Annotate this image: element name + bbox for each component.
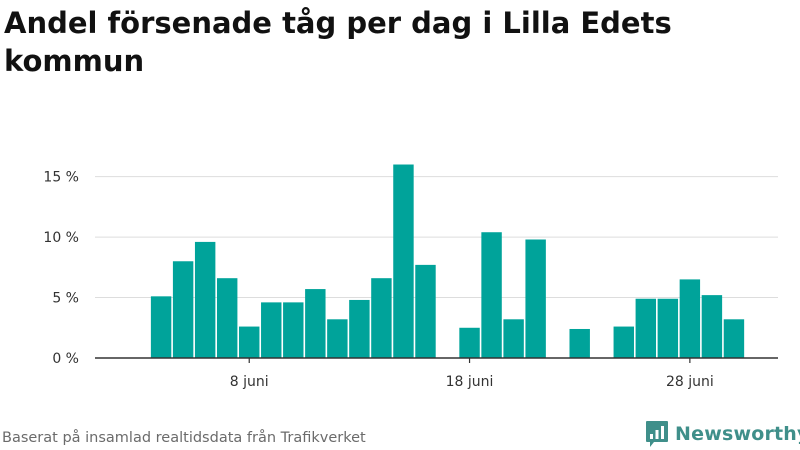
bar [150,296,172,358]
bar [415,264,436,358]
bar [459,327,480,358]
bar [657,298,679,358]
source-note: Baserat på insamlad realtidsdata från Tr… [2,430,366,446]
bar [679,279,701,358]
bar [239,326,260,358]
bar [503,319,524,358]
bar [194,241,216,358]
x-tick-labels: 8 juni 18 juni 28 juni [230,358,714,390]
bars [150,164,745,358]
x-tick-label: 8 juni [230,374,269,390]
bar [349,299,370,358]
bar [371,278,392,358]
y-tick-labels: 0 % 5 % 10 % 15 % [43,170,79,367]
bar [481,232,502,358]
bar [635,298,657,358]
bar [327,319,348,358]
y-tick-label: 0 % [52,351,79,367]
y-tick-label: 15 % [43,170,79,186]
bar [393,164,414,358]
chart-title: Andel försenade tåg per dag i Lilla Edet… [4,6,672,78]
brand-name: Newsworthy [675,423,800,445]
bar [613,326,634,358]
bar [723,319,745,358]
bar [172,261,194,358]
bar [216,278,238,358]
bar [261,302,282,358]
bar [283,302,304,358]
bar [569,328,590,358]
brand-logo-link[interactable]: Newsworthy [645,418,800,450]
bar-chart: 0 % 5 % 10 % 15 % 8 juni 18 juni 28 juni [43,164,778,390]
y-tick-label: 10 % [43,230,79,246]
bar [305,289,326,358]
y-tick-label: 5 % [52,291,79,307]
bar [525,239,546,358]
newsworthy-logo-icon [646,421,668,447]
x-tick-label: 28 juni [666,374,714,390]
x-tick-label: 18 juni [446,374,494,390]
bar [701,295,723,358]
